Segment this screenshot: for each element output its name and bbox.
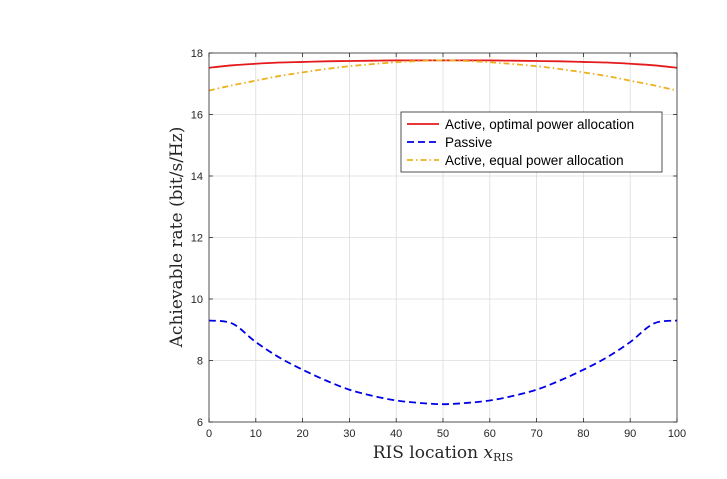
y-tick-label: 18 bbox=[191, 48, 203, 60]
y-tick-label: 12 bbox=[191, 233, 203, 245]
y-tick-label: 14 bbox=[191, 171, 203, 183]
y-tick-label: 6 bbox=[197, 417, 203, 429]
x-tick-label: 40 bbox=[390, 428, 402, 440]
x-tick-label: 10 bbox=[250, 428, 262, 440]
series-line-1 bbox=[208, 59, 678, 69]
x-tick-label: 20 bbox=[296, 428, 308, 440]
y-axis-label: Achievable rate (bit/s/Hz) bbox=[167, 127, 187, 349]
x-tick-label: 0 bbox=[206, 428, 212, 440]
x-tick-labels: 0 10 20 30 40 50 60 70 80 90 100 bbox=[206, 428, 686, 440]
y-tick-label: 16 bbox=[191, 110, 203, 122]
x-axis-label: RIS location xRIS bbox=[373, 443, 514, 464]
x-tick-label: 50 bbox=[437, 428, 449, 440]
x-tick-label: 70 bbox=[530, 428, 542, 440]
data-series bbox=[208, 59, 678, 406]
x-tick-label: 60 bbox=[484, 428, 496, 440]
axis-ticks bbox=[208, 52, 678, 423]
legend-label-2: Passive bbox=[445, 135, 492, 150]
series-line-3 bbox=[208, 59, 678, 92]
y-tick-labels: 6 8 10 12 14 16 18 bbox=[191, 48, 203, 429]
legend-label-1: Active, optimal power allocation bbox=[445, 117, 634, 132]
x-tick-label: 100 bbox=[668, 428, 686, 440]
x-tick-label: 30 bbox=[343, 428, 355, 440]
series-line-2 bbox=[208, 319, 678, 406]
x-axis-label-variable: x bbox=[483, 443, 493, 463]
x-axis-label-subscript: RIS bbox=[493, 451, 513, 464]
x-tick-label: 90 bbox=[624, 428, 636, 440]
legend: Active, optimal power allocation Passive A… bbox=[400, 111, 663, 173]
legend-label-3: Active, equal power allocation bbox=[445, 153, 624, 168]
x-tick-label: 80 bbox=[577, 428, 589, 440]
legend-box bbox=[400, 111, 663, 173]
y-tick-label: 8 bbox=[197, 356, 203, 368]
y-tick-label: 10 bbox=[191, 294, 203, 306]
grid-lines bbox=[209, 53, 677, 422]
